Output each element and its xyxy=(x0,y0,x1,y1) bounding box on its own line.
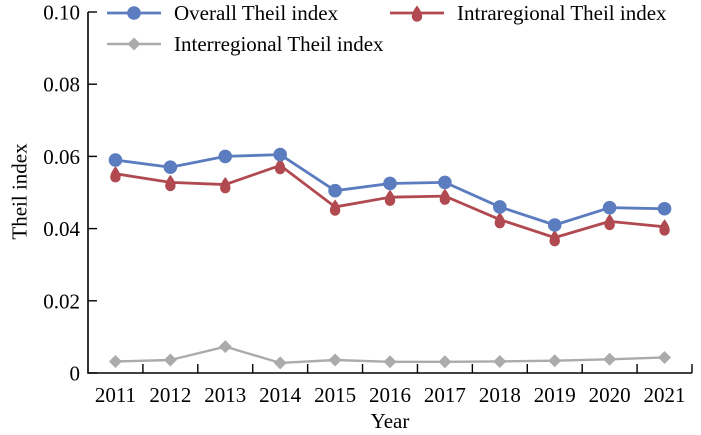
x-tick-label: 2020 xyxy=(589,383,631,407)
legend-item-intraregional: Intraregional Theil index xyxy=(388,1,667,25)
intraregional-drop-marker-icon xyxy=(390,5,444,22)
series-overall-theil-index xyxy=(108,147,672,232)
y-tick-label: 0.04 xyxy=(43,217,80,241)
x-tick-label: 2021 xyxy=(644,383,686,407)
x-tick-label: 2018 xyxy=(479,383,521,407)
x-tick-label: 2015 xyxy=(314,383,356,407)
x-tick-label: 2011 xyxy=(95,383,136,407)
series-intraregional-theil-index xyxy=(110,157,670,247)
interregional-diamond-marker-icon xyxy=(107,37,161,51)
y-tick-label: 0.06 xyxy=(43,145,80,169)
x-tick-label: 2012 xyxy=(149,383,191,407)
y-tick-label: 0 xyxy=(70,362,81,386)
legend-label-overall: Overall Theil index xyxy=(174,1,339,25)
series-interregional-theil-index xyxy=(108,340,672,370)
x-tick-label: 2014 xyxy=(259,383,302,407)
y-tick-label: 0.10 xyxy=(43,1,80,25)
y-tick-label: 0.02 xyxy=(43,289,80,313)
x-tick-label: 2017 xyxy=(424,383,466,407)
legend-label-interregional: Interregional Theil index xyxy=(174,32,384,56)
legend-item-interregional: Interregional Theil index xyxy=(105,32,384,56)
x-tick-label: 2016 xyxy=(369,383,411,407)
x-axis-ticks: 2011 2012 2013 2014 2015 2016 2017 2018 2019 2020… xyxy=(95,364,693,407)
x-tick-label: 2019 xyxy=(534,383,576,407)
y-axis-ticks: 0 0.02 0.04 0.06 0.08 0.10 xyxy=(43,1,97,386)
legend-item-overall: Overall Theil index xyxy=(105,1,338,25)
x-tick-label: 2013 xyxy=(204,383,246,407)
y-axis-title: Theil index xyxy=(7,143,32,240)
x-axis-title: Year xyxy=(370,409,410,433)
y-tick-label: 0.08 xyxy=(43,73,80,97)
overall-circle-marker-icon xyxy=(107,6,161,20)
legend-label-intraregional: Intraregional Theil index xyxy=(457,1,667,25)
